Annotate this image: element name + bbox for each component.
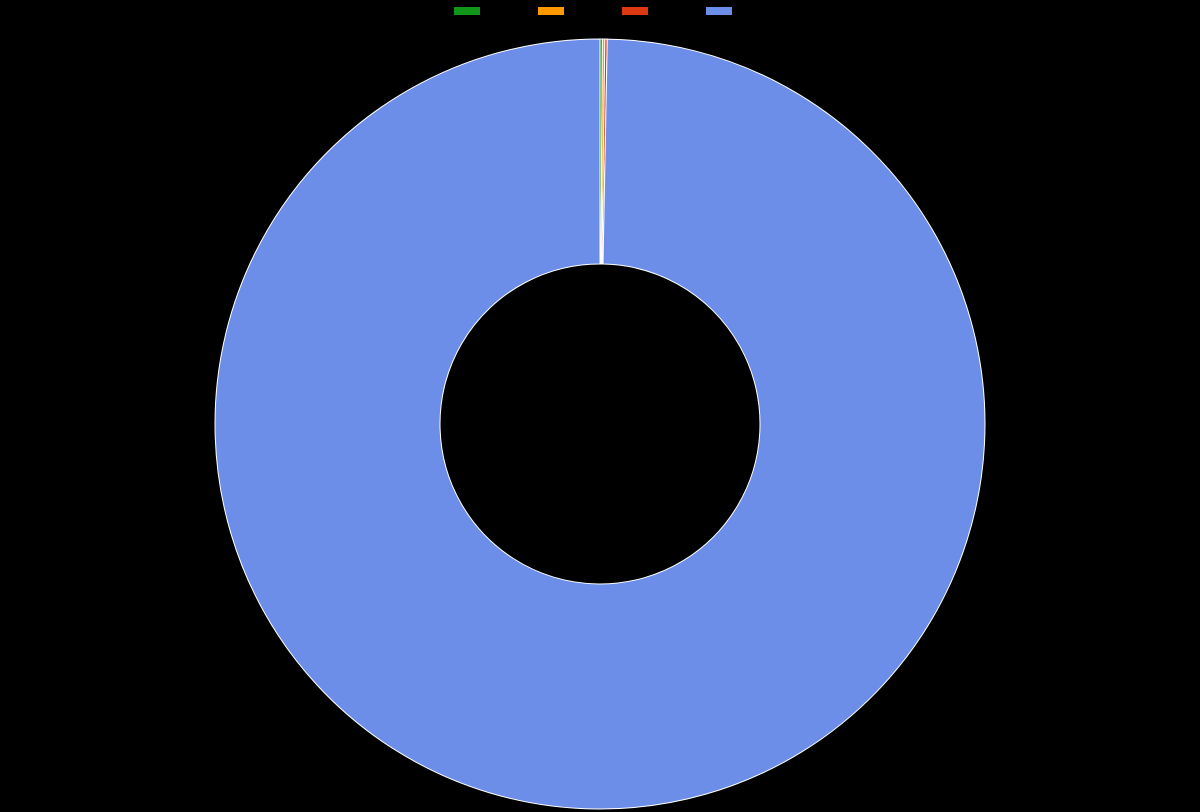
donut-chart-container [0, 24, 1200, 800]
donut-slice-3[interactable] [215, 39, 985, 809]
donut-chart [0, 12, 1200, 812]
